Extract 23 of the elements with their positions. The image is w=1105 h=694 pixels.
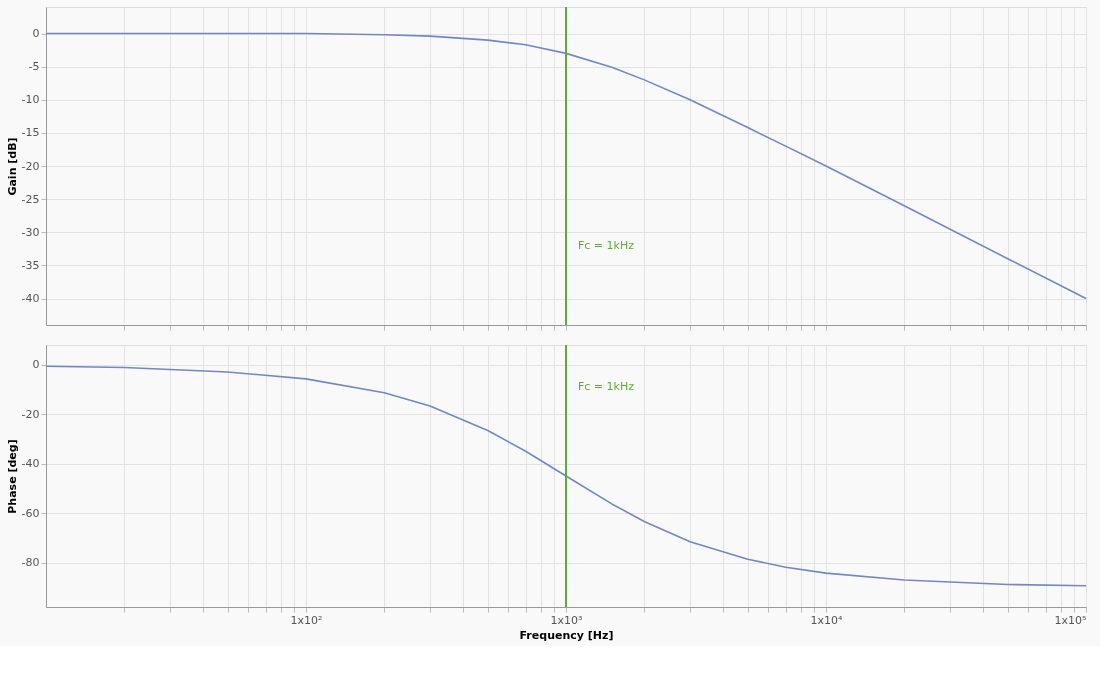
y-tick-label: -20 (21, 407, 40, 421)
y-tick-label: -10 (21, 93, 40, 107)
annotation: Fc = 1kHz (578, 380, 635, 394)
y-tick-label: -40 (21, 457, 40, 471)
y-tick-label: -25 (21, 192, 40, 206)
y-tick-label: -35 (21, 258, 40, 272)
x-tick-label: 1x10⁴ (810, 613, 844, 627)
y-axis-title: Gain [dB] (5, 137, 19, 196)
y-tick-label: -30 (21, 225, 40, 239)
y-tick-label: -15 (21, 126, 40, 140)
y-tick-label: 0 (32, 27, 40, 40)
y-axis-title: Phase [deg] (5, 439, 19, 514)
annotation: Fc = 1kHz (578, 238, 635, 252)
y-tick-label: -60 (21, 506, 40, 520)
y-tick-label: -40 (21, 292, 40, 305)
x-tick-label: 1x10⁵ (1054, 613, 1087, 627)
y-tick-label: -80 (21, 556, 40, 570)
y-tick-label: -5 (28, 60, 40, 74)
y-tick-label: -20 (21, 159, 40, 173)
x-tick-label: 1x10³ (550, 613, 583, 627)
x-axis-title: Frequency [Hz] (519, 628, 614, 642)
x-tick-label: 1x10² (290, 613, 323, 627)
y-tick-label: 0 (32, 358, 40, 372)
